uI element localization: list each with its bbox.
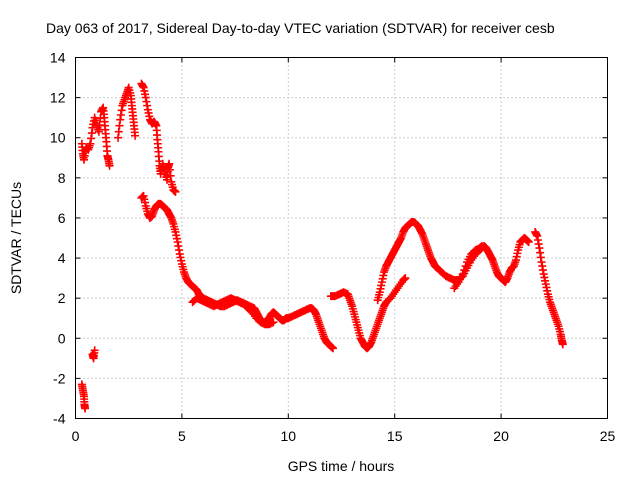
data-point [171,187,180,196]
data-point [328,344,337,353]
data-points [77,79,567,413]
data-point [401,274,410,283]
data-point [105,161,114,170]
data-point [81,404,90,413]
plot-frame [75,57,608,419]
y-tick-label: 8 [58,170,66,186]
x-axis-tick-labels: 0 5 10 15 20 25 [72,428,616,444]
data-point [477,242,486,251]
data-point [461,262,470,271]
data-point [269,318,278,327]
data-point [524,238,533,247]
y-tick-label: 6 [58,210,66,226]
chart-title: Day 063 of 2017, Sidereal Day-to-day VTE… [46,20,555,36]
y-tick-label: -2 [53,370,66,386]
axis-ticks [75,57,608,419]
y-tick-label: 14 [50,50,66,66]
data-point [458,270,467,279]
y-tick-label: 4 [58,250,66,266]
data-point [558,340,567,349]
y-axis-tick-labels: -4 -2 0 2 4 6 8 10 12 14 [50,50,66,427]
x-tick-label: 15 [387,428,403,444]
x-axis-label: GPS time / hours [288,458,395,474]
x-tick-label: 5 [178,428,186,444]
y-tick-label: 2 [58,290,66,306]
data-point [131,131,140,140]
y-axis-label: SDTVAR / TECUs [8,182,24,294]
data-point [94,127,103,136]
y-tick-label: 12 [50,90,66,106]
y-tick-label: -4 [53,411,66,427]
x-tick-label: 10 [281,428,297,444]
y-tick-label: 0 [58,330,66,346]
data-point [90,346,99,355]
data-point [460,266,469,275]
y-tick-label: 10 [50,130,66,146]
x-tick-label: 20 [493,428,509,444]
x-tick-label: 25 [600,428,616,444]
x-tick-label: 0 [72,428,80,444]
